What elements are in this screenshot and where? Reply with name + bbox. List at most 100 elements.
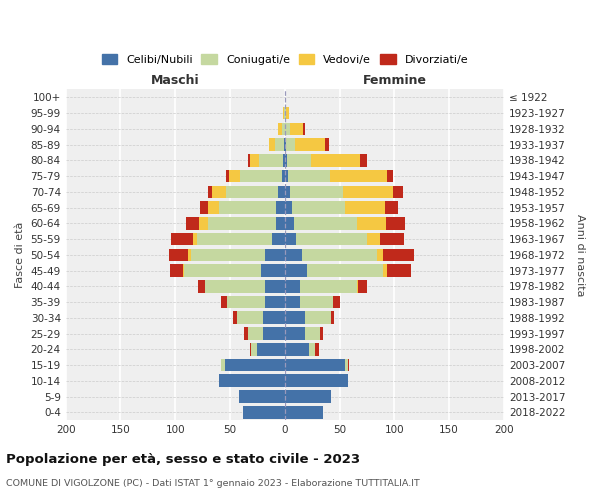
Bar <box>226 186 278 198</box>
Bar <box>248 327 263 340</box>
Bar <box>276 217 285 230</box>
Bar <box>276 202 285 214</box>
Text: Maschi: Maschi <box>151 74 200 87</box>
Bar <box>285 312 305 324</box>
Bar <box>183 264 184 277</box>
Bar <box>316 343 319 355</box>
Bar <box>208 217 276 230</box>
Bar <box>281 170 285 182</box>
Bar <box>233 312 236 324</box>
Bar <box>304 122 305 135</box>
Bar <box>286 107 289 120</box>
Bar <box>285 122 290 135</box>
Bar <box>184 264 261 277</box>
Bar <box>385 202 398 214</box>
Bar <box>261 264 285 277</box>
Bar <box>250 154 259 166</box>
Bar <box>205 280 265 292</box>
Bar <box>345 358 349 372</box>
Bar <box>285 233 296 245</box>
Bar <box>358 280 367 292</box>
Bar <box>284 138 285 151</box>
Text: Popolazione per età, sesso e stato civile - 2023: Popolazione per età, sesso e stato civil… <box>6 452 360 466</box>
Bar <box>186 217 199 230</box>
Bar <box>311 154 361 166</box>
Bar <box>285 264 307 277</box>
Bar <box>226 170 229 182</box>
Bar <box>300 280 357 292</box>
Bar <box>219 374 285 387</box>
Bar <box>387 264 411 277</box>
Bar <box>343 186 393 198</box>
Bar <box>367 233 380 245</box>
Bar <box>170 264 183 277</box>
Bar <box>188 248 191 261</box>
Bar <box>278 186 285 198</box>
Y-axis label: Fasce di età: Fasce di età <box>15 222 25 288</box>
Bar <box>302 248 377 261</box>
Bar <box>357 280 358 292</box>
Bar <box>393 186 403 198</box>
Legend: Celibi/Nubili, Coniugati/e, Vedovi/e, Divorziati/e: Celibi/Nubili, Coniugati/e, Vedovi/e, Di… <box>99 52 470 68</box>
Bar <box>169 248 188 261</box>
Bar <box>212 186 226 198</box>
Bar <box>278 122 281 135</box>
Text: COMUNE DI VIGOLZONE (PC) - Dati ISTAT 1° gennaio 2023 - Elaborazione TUTTITALIA.: COMUNE DI VIGOLZONE (PC) - Dati ISTAT 1°… <box>6 479 420 488</box>
Y-axis label: Anni di nascita: Anni di nascita <box>575 214 585 296</box>
Bar <box>272 233 285 245</box>
Bar <box>263 327 285 340</box>
Bar <box>325 138 329 151</box>
Bar <box>286 138 295 151</box>
Bar <box>285 202 292 214</box>
Bar <box>285 280 300 292</box>
Bar <box>287 154 311 166</box>
Bar <box>345 202 385 214</box>
Bar <box>248 154 250 166</box>
Bar <box>285 154 287 166</box>
Bar <box>290 122 304 135</box>
Bar <box>285 170 288 182</box>
Bar <box>250 343 251 355</box>
Bar <box>285 217 293 230</box>
Bar <box>200 202 208 214</box>
Bar <box>227 296 265 308</box>
Bar <box>383 264 387 277</box>
Bar <box>283 107 284 120</box>
Bar <box>285 390 331 403</box>
Bar <box>386 217 406 230</box>
Bar <box>300 296 333 308</box>
Bar <box>191 248 265 261</box>
Bar <box>333 296 340 308</box>
Bar <box>285 138 286 151</box>
Bar <box>305 327 320 340</box>
Bar <box>380 233 404 245</box>
Bar <box>320 327 323 340</box>
Bar <box>285 358 345 372</box>
Bar <box>243 406 285 418</box>
Bar <box>357 217 386 230</box>
Bar <box>295 138 325 151</box>
Bar <box>281 122 285 135</box>
Bar <box>296 233 367 245</box>
Bar <box>330 170 387 182</box>
Bar <box>383 248 414 261</box>
Bar <box>259 154 283 166</box>
Bar <box>331 312 334 324</box>
Bar <box>290 186 343 198</box>
Bar <box>240 170 281 182</box>
Bar <box>208 202 219 214</box>
Bar <box>285 186 290 198</box>
Bar <box>309 343 316 355</box>
Bar <box>265 296 285 308</box>
Bar <box>285 327 305 340</box>
Bar <box>239 390 285 403</box>
Bar <box>198 280 205 292</box>
Bar <box>283 154 285 166</box>
Bar <box>171 233 193 245</box>
Bar <box>269 138 275 151</box>
Bar <box>284 107 285 120</box>
Bar <box>387 170 393 182</box>
Bar <box>199 217 208 230</box>
Bar <box>285 374 349 387</box>
Bar <box>236 312 263 324</box>
